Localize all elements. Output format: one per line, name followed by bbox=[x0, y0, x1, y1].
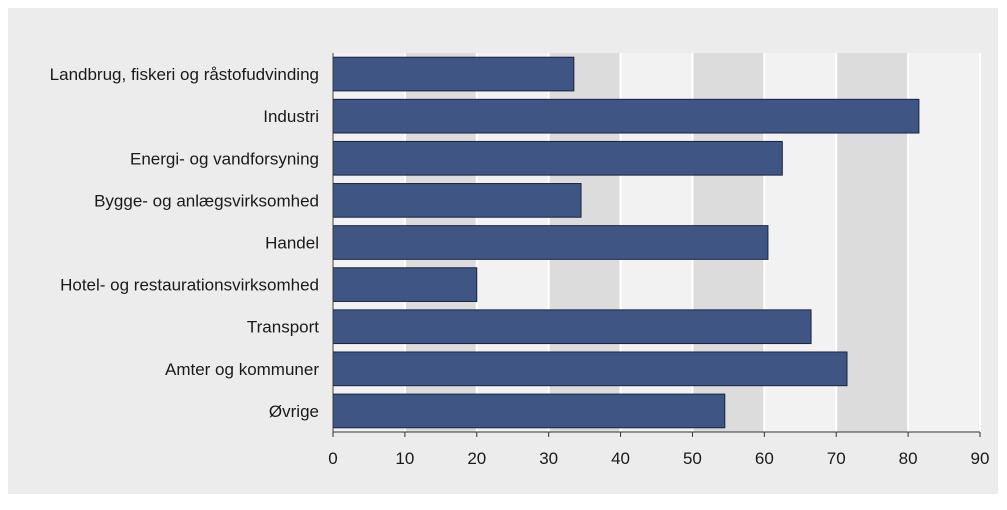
x-tick-label: 0 bbox=[328, 449, 337, 468]
category-label: Energi- og vandforsyning bbox=[130, 149, 319, 168]
x-tick-labels: 0 10 20 30 40 50 60 70 80 90 bbox=[328, 449, 989, 468]
bar bbox=[332, 183, 582, 218]
x-tick-label: 70 bbox=[827, 449, 846, 468]
bar bbox=[332, 267, 478, 302]
bars bbox=[332, 56, 920, 429]
category-labels: Landbrug, fiskeri og råstofudvinding Indu… bbox=[50, 65, 320, 421]
x-tick-label: 40 bbox=[611, 449, 630, 468]
x-axis bbox=[332, 53, 981, 437]
bar bbox=[332, 225, 769, 260]
x-tick-label: 60 bbox=[755, 449, 774, 468]
bar bbox=[332, 56, 575, 92]
bar bbox=[332, 309, 812, 345]
category-label: Handel bbox=[265, 234, 319, 253]
category-label: Transport bbox=[247, 318, 319, 337]
bar bbox=[332, 351, 848, 387]
bar bbox=[332, 98, 920, 134]
category-label: Amter og kommuner bbox=[165, 360, 319, 379]
x-tick-label: 90 bbox=[971, 449, 990, 468]
bar bbox=[332, 140, 783, 176]
x-tick-label: 10 bbox=[395, 449, 414, 468]
plot-band bbox=[908, 53, 980, 432]
x-tick-label: 20 bbox=[467, 449, 486, 468]
category-label: Industri bbox=[263, 107, 319, 126]
x-tick-label: 50 bbox=[683, 449, 702, 468]
x-tick-label: 80 bbox=[899, 449, 918, 468]
x-tick-label: 30 bbox=[539, 449, 558, 468]
category-label: Bygge- og anlægsvirksomhed bbox=[94, 191, 319, 210]
bar bbox=[332, 393, 726, 429]
category-label: Øvrige bbox=[269, 402, 319, 421]
category-label: Landbrug, fiskeri og råstofudvinding bbox=[50, 65, 319, 84]
category-label: Hotel- og restaurationsvirksomhed bbox=[60, 276, 319, 295]
